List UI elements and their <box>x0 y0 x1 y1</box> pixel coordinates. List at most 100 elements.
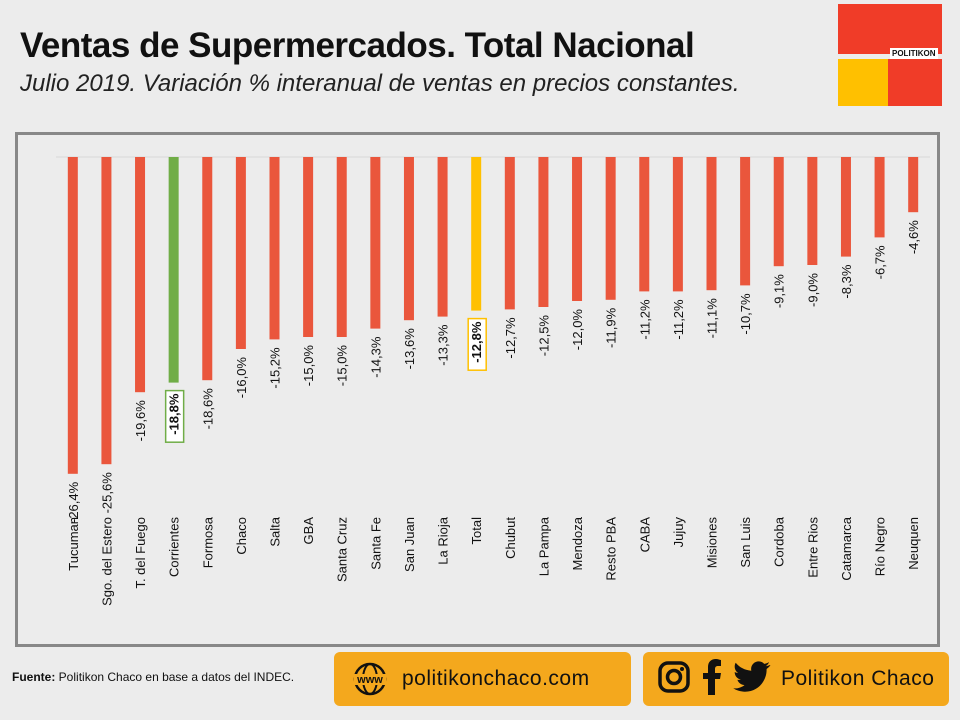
category-label: La Rioja <box>436 516 451 564</box>
value-label: -11,2% <box>637 299 652 340</box>
value-label-group: -11,2% <box>637 299 652 340</box>
value-label: -15,0% <box>335 345 350 387</box>
www-icon-text: www <box>356 674 383 686</box>
value-label: -11,9% <box>604 307 619 348</box>
value-label-group: -18,8% <box>164 389 185 443</box>
category-label: Total <box>469 517 484 545</box>
category-label: San Juan <box>402 517 417 572</box>
value-label: -26,4% <box>66 481 81 523</box>
value-label-group: -15,2% <box>268 347 283 389</box>
bar-salta <box>269 157 280 340</box>
value-label-group: -8,3% <box>839 264 854 298</box>
value-label-group: -12,7% <box>503 317 518 359</box>
bar-catamarca <box>840 157 851 257</box>
category-label: Cordoba <box>772 516 787 567</box>
bar-neuquen <box>908 157 919 213</box>
facebook-icon[interactable] <box>701 658 723 700</box>
category-label: Santa Cruz <box>335 517 350 582</box>
value-label: -12,0% <box>570 309 585 351</box>
value-label: -12,7% <box>503 317 518 359</box>
value-label: -15,0% <box>301 345 316 387</box>
category-label: Tucuman <box>66 517 81 571</box>
value-label-group: -13,3% <box>436 324 451 366</box>
value-label-group: -10,7% <box>738 293 753 335</box>
category-label: Resto PBA <box>604 517 619 581</box>
value-label-box <box>467 317 487 371</box>
value-label: -25,6% <box>99 472 114 514</box>
category-label: Mendoza <box>570 516 585 570</box>
bar-jujuy <box>672 157 683 292</box>
value-label-group: -6,7% <box>873 245 888 279</box>
bar-san-juan <box>403 157 414 321</box>
bar-corrientes <box>168 157 179 383</box>
category-label: Entre Rios <box>805 517 820 578</box>
logo-text: POLITIKON <box>890 48 938 59</box>
value-label: -18,8% <box>167 393 182 435</box>
bar-chaco <box>235 157 246 349</box>
value-label-group: -13,6% <box>402 328 417 370</box>
bar-r-o-negro <box>874 157 885 238</box>
value-label-group: -4,6% <box>906 220 921 254</box>
value-label-group: -16,0% <box>234 357 249 399</box>
value-label-group: -18,6% <box>200 388 215 430</box>
value-label: -12,8% <box>469 321 484 363</box>
category-label: GBA <box>301 517 316 545</box>
source-text: Politikon Chaco en base a datos del INDE… <box>55 670 295 684</box>
bar-santa-cruz <box>336 157 347 337</box>
twitter-icon[interactable] <box>733 660 771 698</box>
value-label: -16,0% <box>234 357 249 399</box>
bar-entre-rios <box>807 157 818 265</box>
value-label: -11,2% <box>671 299 686 340</box>
category-label: Sgo. del Estero <box>99 517 114 606</box>
bar-resto-pba <box>605 157 616 300</box>
social-banner[interactable]: Politikon Chaco <box>643 652 949 706</box>
category-label: Salta <box>268 516 283 546</box>
bar-total <box>471 157 482 311</box>
globe-icon: www <box>352 661 388 697</box>
value-label: -9,1% <box>772 274 787 308</box>
bar-chart: -26,4%Tucuman -25,6% Sgo. del Estero -19,6%… <box>56 156 930 606</box>
value-label-group: -15,0% <box>301 345 316 387</box>
value-label: -9,0% <box>805 273 820 307</box>
bar-la-pampa <box>538 157 549 307</box>
value-label: -13,6% <box>402 328 417 370</box>
value-label: -8,3% <box>839 264 854 298</box>
value-label: -14,3% <box>368 336 383 378</box>
value-label-group: -14,3% <box>368 336 383 378</box>
value-label-group: -9,1% <box>772 274 787 308</box>
bar-formosa <box>202 157 213 381</box>
bar-cordoba <box>773 157 784 267</box>
value-label-group: -26,4% <box>66 481 81 523</box>
instagram-icon[interactable] <box>657 660 691 699</box>
value-label: -6,7% <box>873 245 888 279</box>
chart-frame: -26,4% Tucuman -25,6% Sgo. del Estero -19,6%… <box>15 132 940 647</box>
social-handle[interactable]: Politikon Chaco <box>781 667 935 690</box>
website-link[interactable]: politikonchaco.com <box>402 667 590 690</box>
website-banner[interactable]: www politikonchaco.com <box>334 652 631 706</box>
bar-gba <box>303 157 314 337</box>
category-label: Río Negro <box>873 517 888 576</box>
bar-la-rioja <box>437 157 448 317</box>
category-label: Catamarca <box>839 516 854 580</box>
category-label: CABA <box>637 517 652 553</box>
value-label: -10,7% <box>738 293 753 335</box>
bar-san-luis <box>740 157 751 286</box>
value-label-group: -11,9% <box>604 307 619 348</box>
category-label: Chaco <box>234 517 249 555</box>
value-label: -13,3% <box>436 324 451 366</box>
politikon-logo: POLITIKON <box>838 4 942 106</box>
category-label: T. del Fuego <box>133 517 148 589</box>
value-label: -11,1% <box>705 298 720 339</box>
value-label: -4,6% <box>906 220 921 254</box>
value-label-group: -12,0% <box>570 309 585 351</box>
category-label: Jujuy <box>671 517 686 548</box>
bar-mendoza <box>572 157 583 301</box>
category-label: La Pampa <box>536 516 551 576</box>
category-label: Formosa <box>200 516 215 568</box>
bar-tucuman <box>67 157 78 474</box>
value-label: -18,6% <box>200 388 215 430</box>
value-label-group: -19,6% <box>133 400 148 442</box>
source-label: Fuente: <box>12 670 56 684</box>
page-title: Ventas de Supermercados. Total Nacional <box>20 26 695 65</box>
category-label: Santa Fe <box>368 517 383 570</box>
